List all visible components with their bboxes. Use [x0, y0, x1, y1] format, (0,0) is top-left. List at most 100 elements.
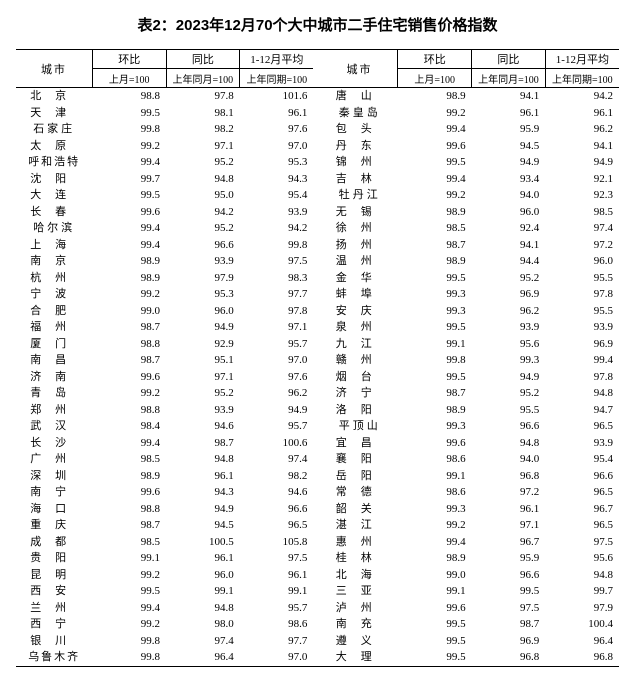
city-cell: 秦皇岛	[322, 105, 398, 122]
gap	[313, 517, 321, 534]
value-cell: 100.4	[545, 616, 619, 633]
city-cell: 厦门	[16, 336, 92, 353]
value-cell: 98.2	[240, 468, 314, 485]
table-title: 表2：2023年12月70个大中城市二手住宅销售价格指数	[16, 14, 619, 35]
gap	[313, 369, 321, 386]
value-cell: 96.0	[545, 253, 619, 270]
value-cell: 96.4	[545, 633, 619, 650]
value-cell: 99.5	[398, 369, 472, 386]
value-cell: 95.7	[240, 418, 314, 435]
value-cell: 96.1	[240, 105, 314, 122]
city-cell: 海口	[16, 501, 92, 518]
value-cell: 97.7	[240, 633, 314, 650]
table-row: 海口98.894.996.6韶关99.396.196.7	[16, 501, 619, 518]
city-cell: 常德	[322, 484, 398, 501]
gap	[313, 171, 321, 188]
city-cell: 丹东	[322, 138, 398, 155]
city-cell: 兰州	[16, 600, 92, 617]
value-cell: 95.7	[240, 336, 314, 353]
value-cell: 96.9	[545, 336, 619, 353]
city-cell: 襄阳	[322, 451, 398, 468]
city-cell: 长沙	[16, 435, 92, 452]
gap	[313, 550, 321, 567]
city-cell: 金华	[322, 270, 398, 287]
city-cell: 成都	[16, 534, 92, 551]
gap	[313, 600, 321, 617]
city-cell: 泸州	[322, 600, 398, 617]
city-cell: 温州	[322, 253, 398, 270]
value-cell: 96.4	[166, 649, 240, 666]
value-cell: 99.4	[92, 435, 166, 452]
sub-mom-left: 上月=100	[92, 69, 166, 88]
value-cell: 98.8	[92, 88, 166, 105]
city-cell: 锦州	[322, 154, 398, 171]
value-cell: 95.4	[240, 187, 314, 204]
col-city-right: 城市	[322, 50, 398, 88]
value-cell: 99.8	[240, 237, 314, 254]
city-cell: 长春	[16, 204, 92, 221]
gap	[313, 105, 321, 122]
city-cell: 武汉	[16, 418, 92, 435]
table-row: 重庆98.794.596.5湛江99.297.196.5	[16, 517, 619, 534]
value-cell: 98.0	[166, 616, 240, 633]
value-cell: 101.6	[240, 88, 314, 105]
value-cell: 97.5	[240, 550, 314, 567]
value-cell: 99.2	[92, 567, 166, 584]
value-cell: 96.1	[166, 550, 240, 567]
city-cell: 烟台	[322, 369, 398, 386]
table-row: 长沙99.498.7100.6宜昌99.694.893.9	[16, 435, 619, 452]
value-cell: 99.1	[240, 583, 314, 600]
table-row: 青岛99.295.296.2济宁98.795.294.8	[16, 385, 619, 402]
city-cell: 宜昌	[322, 435, 398, 452]
value-cell: 97.5	[472, 600, 546, 617]
value-cell: 94.3	[166, 484, 240, 501]
value-cell: 99.5	[398, 649, 472, 666]
value-cell: 99.5	[472, 583, 546, 600]
sub-yoy-left: 上年同月=100	[166, 69, 240, 88]
value-cell: 99.4	[92, 154, 166, 171]
value-cell: 93.9	[240, 204, 314, 221]
value-cell: 99.2	[92, 385, 166, 402]
value-cell: 99.4	[92, 220, 166, 237]
value-cell: 99.8	[398, 352, 472, 369]
value-cell: 94.1	[545, 138, 619, 155]
city-cell: 上海	[16, 237, 92, 254]
city-cell: 三亚	[322, 583, 398, 600]
table-row: 沈阳99.794.894.3吉林99.493.492.1	[16, 171, 619, 188]
value-cell: 98.1	[166, 105, 240, 122]
value-cell: 99.6	[398, 435, 472, 452]
value-cell: 94.1	[472, 237, 546, 254]
value-cell: 96.2	[472, 303, 546, 320]
sub-yoy-right: 上年同月=100	[472, 69, 546, 88]
value-cell: 99.2	[398, 105, 472, 122]
col-avg-left: 1-12月平均	[240, 50, 314, 69]
value-cell: 99.8	[92, 633, 166, 650]
value-cell: 96.1	[240, 567, 314, 584]
value-cell: 99.7	[92, 171, 166, 188]
city-cell: 重庆	[16, 517, 92, 534]
table-row: 乌鲁木齐99.896.497.0大理99.596.896.8	[16, 649, 619, 666]
city-cell: 杭州	[16, 270, 92, 287]
value-cell: 95.0	[166, 187, 240, 204]
value-cell: 97.4	[166, 633, 240, 650]
value-cell: 99.4	[92, 237, 166, 254]
city-cell: 西宁	[16, 616, 92, 633]
value-cell: 94.8	[166, 600, 240, 617]
table-row: 济南99.697.197.6烟台99.594.997.8	[16, 369, 619, 386]
value-cell: 95.9	[472, 550, 546, 567]
value-cell: 94.5	[472, 138, 546, 155]
gap	[313, 138, 321, 155]
value-cell: 97.6	[240, 369, 314, 386]
city-cell: 银川	[16, 633, 92, 650]
value-cell: 97.2	[545, 237, 619, 254]
table-row: 长春99.694.293.9无锡98.996.098.5	[16, 204, 619, 221]
table-row: 杭州98.997.998.3金华99.595.295.5	[16, 270, 619, 287]
city-cell: 遵义	[322, 633, 398, 650]
gap	[313, 583, 321, 600]
city-cell: 宁波	[16, 286, 92, 303]
table-row: 成都98.5100.5105.8惠州99.496.797.5	[16, 534, 619, 551]
value-cell: 97.4	[545, 220, 619, 237]
city-cell: 南宁	[16, 484, 92, 501]
city-cell: 韶关	[322, 501, 398, 518]
city-cell: 青岛	[16, 385, 92, 402]
